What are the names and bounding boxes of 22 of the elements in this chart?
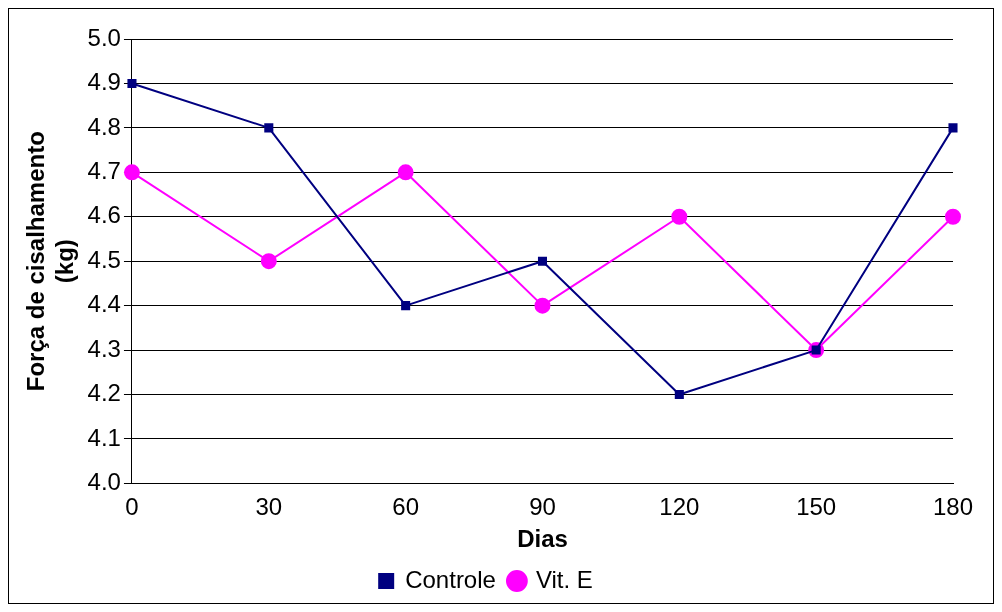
y-tick-label: 4.6 <box>87 201 121 229</box>
y-tick-label: 4.5 <box>87 245 121 273</box>
x-axis-title: Dias <box>517 525 568 553</box>
x-tick-label: 30 <box>255 493 283 521</box>
y-tick-label: 5.0 <box>87 23 121 51</box>
y-tick-label: 4.8 <box>87 112 121 140</box>
x-tick-label: 60 <box>392 493 419 521</box>
y-tick-label: 4.4 <box>87 290 121 318</box>
x-tick-label: 120 <box>659 493 700 521</box>
x-tick-label: 0 <box>125 493 139 521</box>
y-tick-label: 4.2 <box>87 379 121 407</box>
y-tick-label: 4.7 <box>87 156 121 184</box>
x-tick-label: 150 <box>796 493 837 521</box>
y-tick-label: 4.9 <box>87 68 121 96</box>
y-tick-label: 4.3 <box>87 334 121 362</box>
legend-label: Controle <box>405 565 496 593</box>
x-tick-label: 90 <box>529 493 556 521</box>
y-tick-label: 4.0 <box>87 468 121 496</box>
y-axis-title: Força de cisalhamento (kg) <box>22 131 78 392</box>
y-tick-label: 4.1 <box>87 423 121 451</box>
legend-label: Vit. E <box>535 565 593 593</box>
x-tick-label: 180 <box>932 493 974 521</box>
